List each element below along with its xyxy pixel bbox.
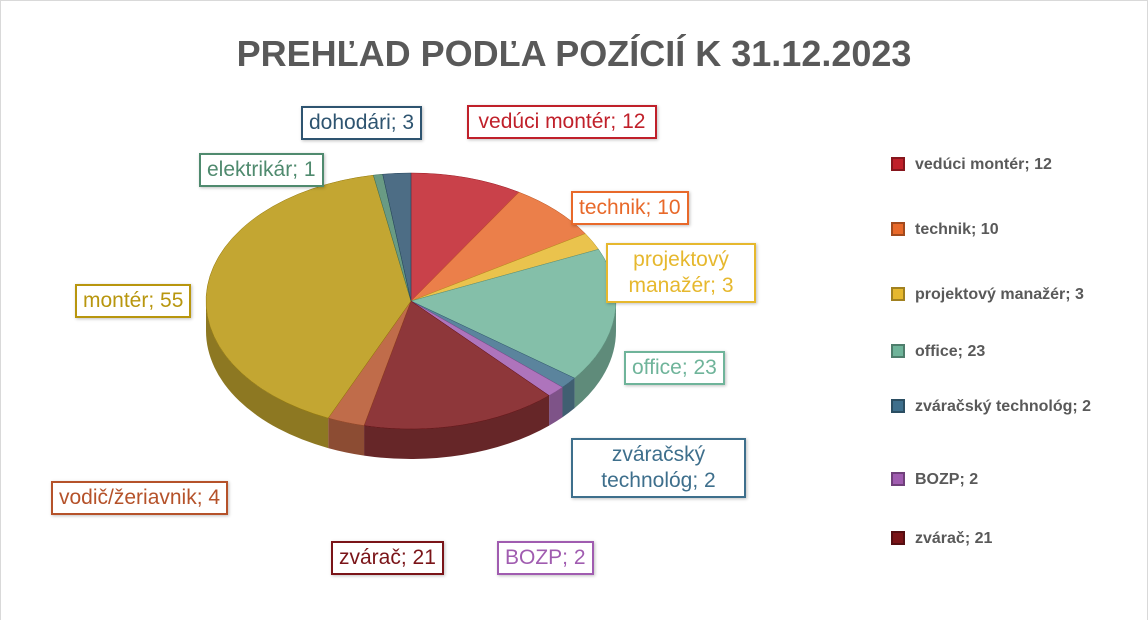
- slice: [410, 172, 520, 302]
- legend-label: projektový manažér; 3: [915, 286, 1084, 303]
- slice-side: [206, 301, 329, 449]
- legend-label: zvárač; 21: [915, 530, 993, 547]
- legend-entry: office; 23: [891, 341, 1141, 363]
- data-label: office; 23: [624, 351, 725, 385]
- legend-swatch: [891, 531, 905, 545]
- data-label: elektrikár; 1: [199, 153, 324, 187]
- legend-swatch: [891, 399, 905, 413]
- legend-entry: technik; 10: [891, 219, 1141, 241]
- slice-side: [328, 418, 365, 456]
- legend-swatch: [891, 222, 905, 236]
- legend-swatch: [891, 344, 905, 358]
- legend-entry: vedúci montér; 12: [891, 154, 1141, 176]
- data-label: zváračský technológ; 2: [571, 438, 746, 498]
- slice-side: [549, 387, 563, 426]
- legend-label: vedúci montér; 12: [915, 156, 1052, 173]
- slice: [410, 249, 617, 379]
- data-label: montér; 55: [75, 284, 192, 318]
- data-label: BOZP; 2: [497, 541, 594, 575]
- legend-entry: zváračský technológ; 2: [891, 396, 1141, 418]
- slice-side: [574, 301, 616, 409]
- slice-side: [562, 378, 575, 418]
- data-label: zvárač; 21: [331, 541, 444, 575]
- legend-label: office; 23: [915, 343, 986, 360]
- slice: [363, 300, 550, 430]
- chart-title: PREHĽAD PODĽA POZÍCIÍ K 31.12.2023: [236, 33, 912, 74]
- data-label: vodič/žeriavnik; 4: [51, 481, 229, 515]
- slice: [205, 174, 412, 419]
- legend-label: technik; 10: [915, 221, 999, 238]
- legend-swatch: [891, 287, 905, 301]
- legend-entry: projektový manažér; 3: [891, 284, 1141, 306]
- legend-swatch: [891, 472, 905, 486]
- legend-label: zváračský technológ; 2: [915, 398, 1092, 415]
- legend-entry: zvárač; 21: [891, 528, 1141, 550]
- legend-entry: BOZP; 2: [891, 469, 1141, 491]
- legend-swatch: [891, 157, 905, 171]
- data-label: projektový manažér; 3: [606, 243, 756, 303]
- slice-side: [364, 395, 550, 460]
- legend-label: BOZP; 2: [915, 471, 979, 488]
- data-label: technik; 10: [571, 191, 689, 225]
- data-label: dohodári; 3: [301, 106, 423, 140]
- slice: [382, 172, 412, 302]
- data-label: vedúci montér; 12: [467, 105, 657, 139]
